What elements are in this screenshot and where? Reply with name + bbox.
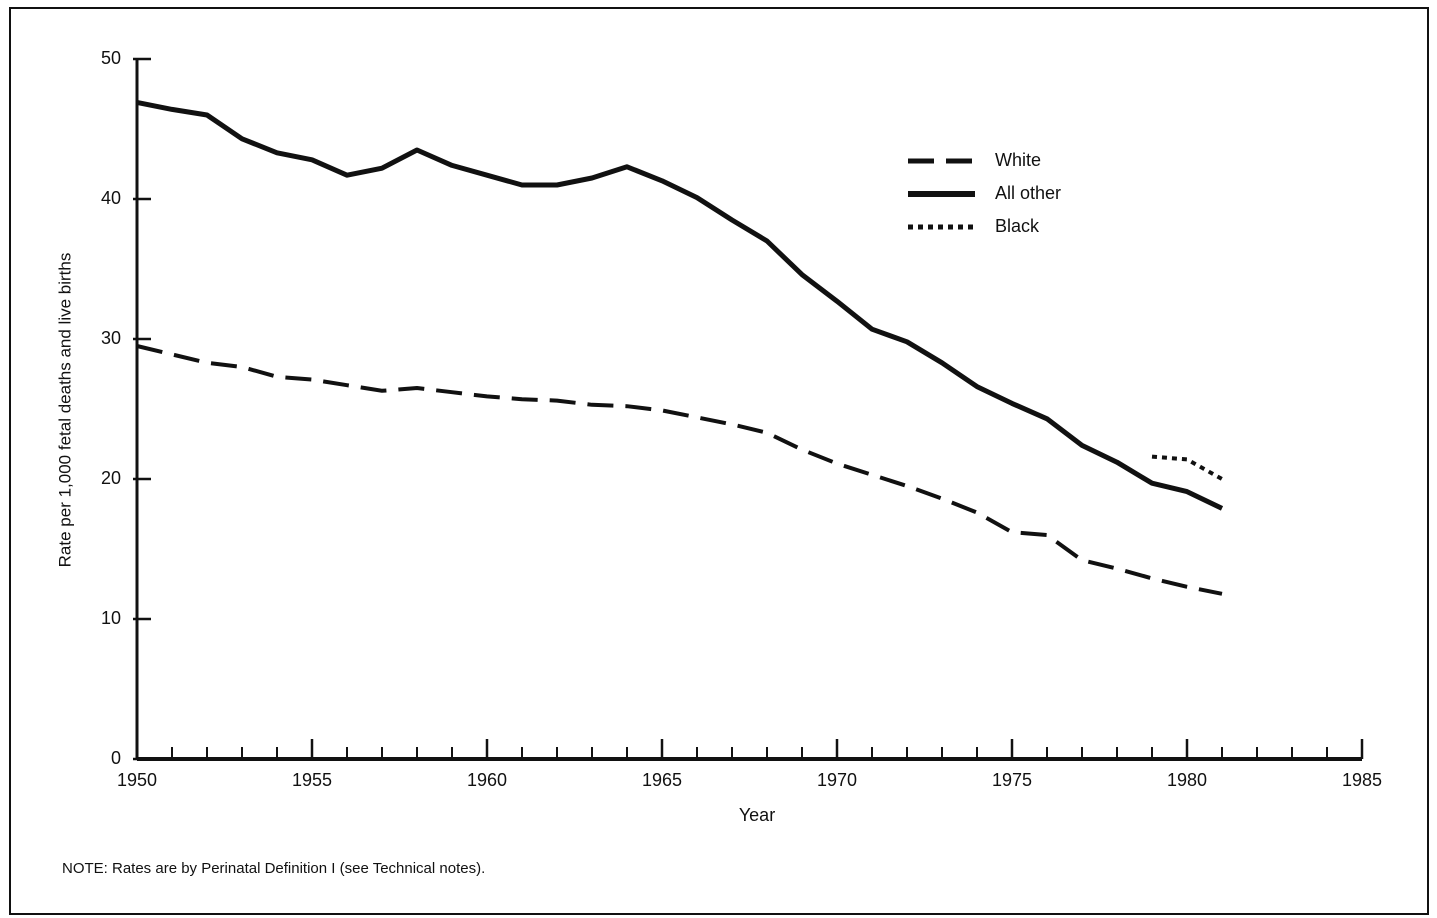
y-tick-label: 0 — [111, 748, 121, 768]
x-tick-label: 1950 — [117, 770, 157, 790]
x-tick-label: 1980 — [1167, 770, 1207, 790]
x-tick-label: 1975 — [992, 770, 1032, 790]
y-tick-label: 50 — [101, 48, 121, 68]
x-tick-label: 1985 — [1342, 770, 1382, 790]
x-tick-label: 1955 — [292, 770, 332, 790]
legend-label: Black — [995, 216, 1040, 236]
x-axis-label: Year — [739, 805, 775, 825]
y-tick-label: 10 — [101, 608, 121, 628]
legend-label: White — [995, 150, 1041, 170]
y-axis-label: Rate per 1,000 fetal deaths and live bir… — [55, 253, 74, 568]
x-tick-label: 1970 — [817, 770, 857, 790]
series-line — [1151, 454, 1223, 481]
y-tick-label: 40 — [101, 188, 121, 208]
legend-label: All other — [995, 183, 1061, 203]
note: NOTE: Rates are by Perinatal Definition … — [62, 860, 485, 877]
x-tick-label: 1965 — [642, 770, 682, 790]
series-line — [136, 99, 1224, 511]
y-tick-label: 20 — [101, 468, 121, 488]
frame — [9, 7, 1429, 915]
x-tick-label: 1960 — [467, 770, 507, 790]
y-tick-label: 30 — [101, 328, 121, 348]
series-line — [136, 344, 1223, 596]
